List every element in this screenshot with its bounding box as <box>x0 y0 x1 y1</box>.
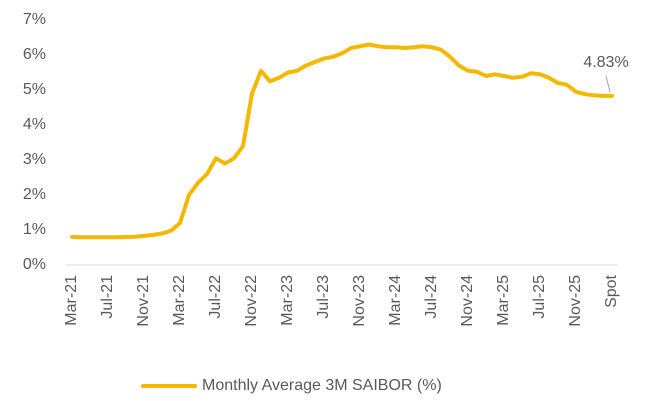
y-tick-label: 1% <box>23 221 46 238</box>
x-tick-label: Nov-24 <box>459 275 476 327</box>
x-tick-label: Mar-23 <box>279 275 296 326</box>
legend-label: Monthly Average 3M SAIBOR (%) <box>202 377 442 394</box>
x-tick-label: Nov-21 <box>135 275 152 327</box>
x-tick-label: Jul-22 <box>207 275 224 319</box>
y-tick-label: 2% <box>23 186 46 203</box>
line-series <box>70 42 614 240</box>
x-tick-label: Mar-24 <box>387 275 404 326</box>
data-label: 4.83% <box>583 54 628 71</box>
x-tick-label: Spot <box>603 274 620 307</box>
y-tick-label: 3% <box>23 151 46 168</box>
y-tick-label: 4% <box>23 116 46 133</box>
x-tick-label: Nov-23 <box>351 275 368 327</box>
x-tick-label: Nov-25 <box>567 275 584 327</box>
x-tick-label: Nov-22 <box>243 275 260 327</box>
x-tick-label: Mar-25 <box>495 275 512 326</box>
y-tick-label: 7% <box>23 11 46 28</box>
x-tick-label: Jul-21 <box>99 275 116 319</box>
leader-line <box>605 75 611 93</box>
x-tick-label: Jul-24 <box>423 275 440 319</box>
y-tick-label: 0% <box>23 256 46 273</box>
x-tick-label: Mar-21 <box>63 275 80 326</box>
y-tick-label: 5% <box>23 81 46 98</box>
y-tick-label: 6% <box>23 46 46 63</box>
x-tick-label: Jul-25 <box>531 275 548 319</box>
x-tick-label: Mar-22 <box>171 275 188 326</box>
x-tick-label: Jul-23 <box>315 275 332 319</box>
